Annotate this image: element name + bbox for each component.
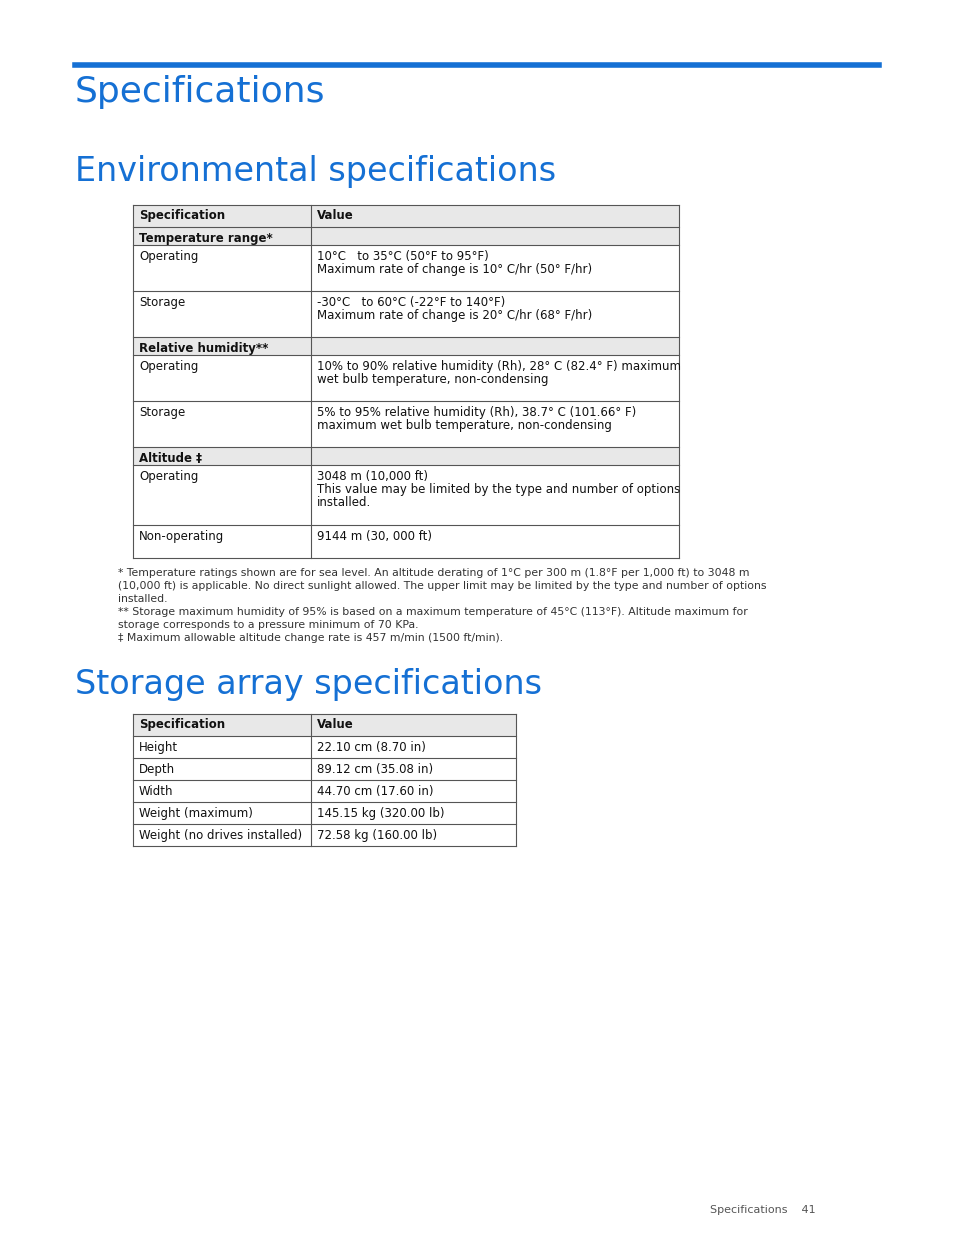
Text: 44.70 cm (17.60 in): 44.70 cm (17.60 in) (316, 785, 433, 798)
Text: Operating: Operating (139, 359, 198, 373)
Text: Value: Value (316, 718, 354, 731)
Text: Storage: Storage (139, 406, 185, 419)
Text: This value may be limited by the type and number of options: This value may be limited by the type an… (316, 483, 679, 496)
Text: Operating: Operating (139, 249, 198, 263)
Text: Altitude ‡: Altitude ‡ (139, 452, 202, 466)
Text: 3048 m (10,000 ft): 3048 m (10,000 ft) (316, 471, 428, 483)
Text: Relative humidity**: Relative humidity** (139, 342, 268, 354)
Text: Non-operating: Non-operating (139, 530, 224, 543)
Bar (132, 205, 679, 227)
Text: Specification: Specification (139, 209, 225, 222)
Bar (132, 291, 679, 337)
Text: installed.: installed. (316, 496, 371, 509)
Bar (132, 824, 516, 846)
Bar (132, 227, 679, 245)
Bar (132, 781, 516, 802)
Bar (132, 466, 679, 525)
Text: maximum wet bulb temperature, non-condensing: maximum wet bulb temperature, non-conden… (316, 419, 611, 432)
Text: ‡ Maximum allowable altitude change rate is 457 m/min (1500 ft/min).: ‡ Maximum allowable altitude change rate… (118, 634, 502, 643)
Bar (132, 354, 679, 401)
Text: Specification: Specification (139, 718, 225, 731)
Text: storage corresponds to a pressure minimum of 70 KPa.: storage corresponds to a pressure minimu… (118, 620, 418, 630)
Bar (132, 447, 679, 466)
Bar (132, 525, 679, 558)
Text: 10% to 90% relative humidity (Rh), 28° C (82.4° F) maximum: 10% to 90% relative humidity (Rh), 28° C… (316, 359, 680, 373)
Text: Weight (maximum): Weight (maximum) (139, 806, 253, 820)
Bar (132, 401, 679, 447)
Text: installed.: installed. (118, 594, 168, 604)
Text: 145.15 kg (320.00 lb): 145.15 kg (320.00 lb) (316, 806, 444, 820)
Text: Storage: Storage (139, 296, 185, 309)
Text: 89.12 cm (35.08 in): 89.12 cm (35.08 in) (316, 763, 433, 776)
Text: * Temperature ratings shown are for sea level. An altitude derating of 1°C per 3: * Temperature ratings shown are for sea … (118, 568, 749, 578)
Text: ** Storage maximum humidity of 95% is based on a maximum temperature of 45°C (11: ** Storage maximum humidity of 95% is ba… (118, 606, 747, 618)
Text: Storage array specifications: Storage array specifications (75, 668, 541, 701)
Text: -30°C   to 60°C (-22°F to 140°F): -30°C to 60°C (-22°F to 140°F) (316, 296, 505, 309)
Text: Depth: Depth (139, 763, 175, 776)
Text: Maximum rate of change is 10° C/hr (50° F/hr): Maximum rate of change is 10° C/hr (50° … (316, 263, 592, 275)
Bar (132, 714, 516, 736)
Text: Specifications: Specifications (75, 75, 325, 109)
Text: 9144 m (30, 000 ft): 9144 m (30, 000 ft) (316, 530, 432, 543)
Text: Maximum rate of change is 20° C/hr (68° F/hr): Maximum rate of change is 20° C/hr (68° … (316, 309, 592, 322)
Text: 22.10 cm (8.70 in): 22.10 cm (8.70 in) (316, 741, 425, 755)
Bar (132, 802, 516, 824)
Bar (132, 736, 516, 758)
Text: Environmental specifications: Environmental specifications (75, 156, 556, 188)
Text: Height: Height (139, 741, 178, 755)
Text: 72.58 kg (160.00 lb): 72.58 kg (160.00 lb) (316, 829, 436, 842)
Text: Temperature range*: Temperature range* (139, 232, 273, 245)
Text: Width: Width (139, 785, 173, 798)
Text: 10°C   to 35°C (50°F to 95°F): 10°C to 35°C (50°F to 95°F) (316, 249, 488, 263)
Text: Weight (no drives installed): Weight (no drives installed) (139, 829, 302, 842)
Text: Operating: Operating (139, 471, 198, 483)
Bar (132, 758, 516, 781)
Text: Value: Value (316, 209, 354, 222)
Text: Specifications    41: Specifications 41 (709, 1205, 815, 1215)
Text: wet bulb temperature, non-condensing: wet bulb temperature, non-condensing (316, 373, 548, 387)
Bar (132, 337, 679, 354)
Bar (132, 245, 679, 291)
Text: 5% to 95% relative humidity (Rh), 38.7° C (101.66° F): 5% to 95% relative humidity (Rh), 38.7° … (316, 406, 636, 419)
Text: (10,000 ft) is applicable. No direct sunlight allowed. The upper limit may be li: (10,000 ft) is applicable. No direct sun… (118, 580, 765, 592)
